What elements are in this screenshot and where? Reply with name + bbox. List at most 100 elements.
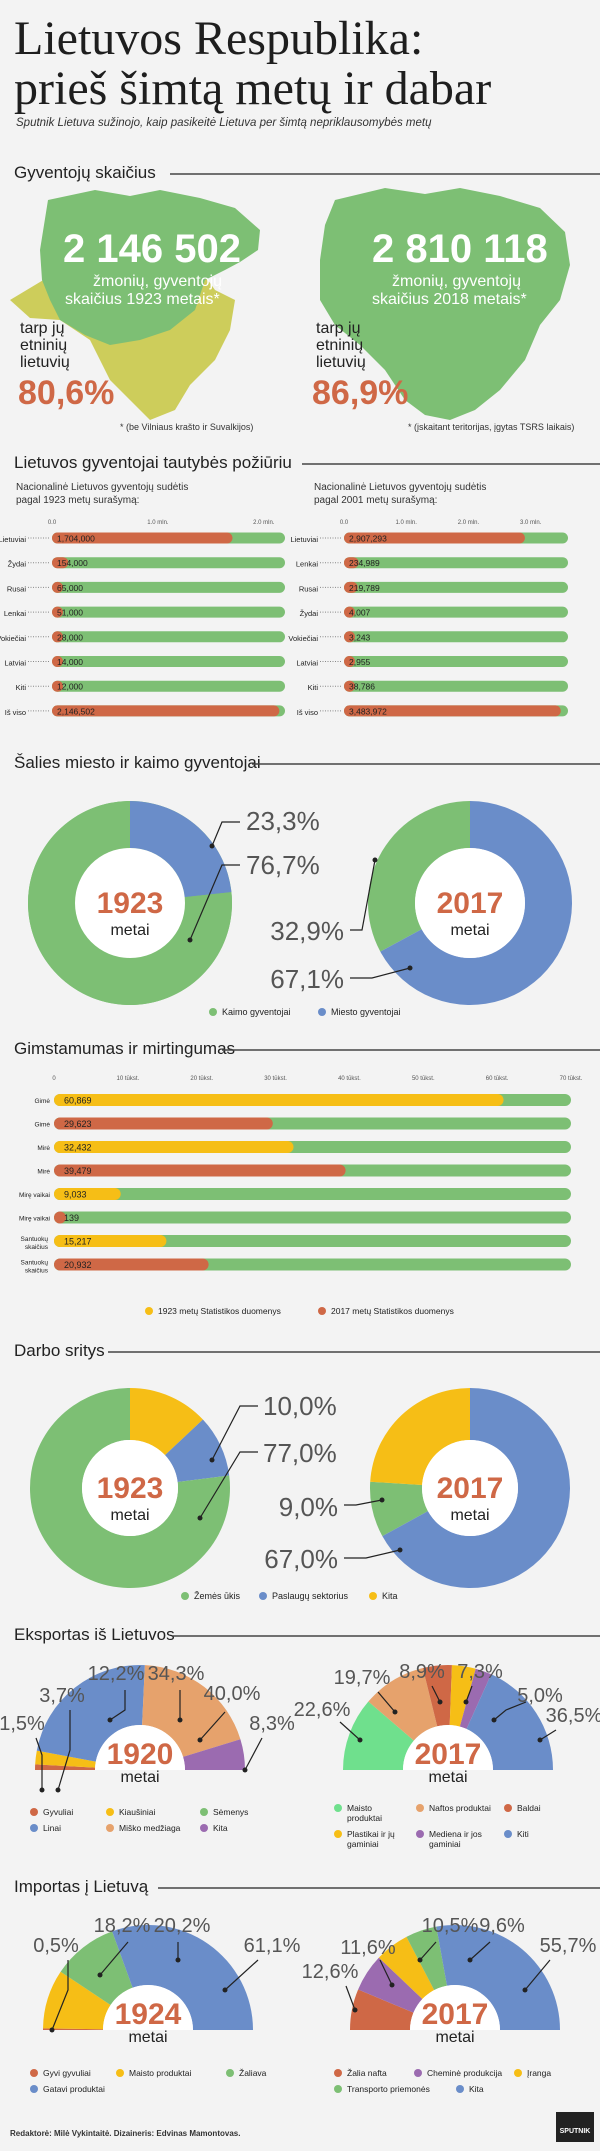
data-label: 3,7% bbox=[39, 1685, 85, 1707]
data-label: 61,1% bbox=[244, 1935, 301, 1957]
section-births-header: Gimstamumas ir mirtingumas bbox=[14, 1039, 600, 1058]
section-title: Importas į Lietuvą bbox=[14, 1877, 149, 1896]
population-number-1923: 2 146 502 bbox=[63, 227, 241, 271]
leader-line bbox=[377, 1691, 396, 1713]
bar-track bbox=[52, 631, 285, 643]
section-title: Lietuvos gyventojai tautybės požiūriu bbox=[14, 453, 292, 472]
leader-line bbox=[224, 1959, 259, 1991]
donut-slice bbox=[378, 1936, 435, 1999]
donut-slice bbox=[449, 1665, 476, 1727]
data-label: 40,0% bbox=[204, 1683, 261, 1705]
bar bbox=[344, 705, 561, 717]
bar bbox=[54, 1141, 294, 1153]
donut-hole bbox=[422, 1440, 518, 1536]
page-subtitle: Sputnik Lietuva sužinojo, kaip pasikeitė… bbox=[16, 117, 432, 129]
leader-dot bbox=[197, 1737, 203, 1743]
bar bbox=[54, 1235, 167, 1247]
bar bbox=[52, 532, 233, 544]
data-label: 219,789 bbox=[349, 583, 380, 593]
center-year: 1920 bbox=[107, 1738, 174, 1771]
leader-dot bbox=[397, 1547, 403, 1553]
footer-credit: Redaktorė: Milė Vykintaitė. Dizaineris: … bbox=[10, 2129, 240, 2138]
donut-slice bbox=[164, 1419, 230, 1482]
ethnic-label-2018-l1: tarp jų bbox=[316, 320, 361, 337]
category-label: Mirė bbox=[37, 1145, 50, 1152]
section-ethnic-header: Lietuvos gyventojai tautybės požiūriu bbox=[14, 453, 600, 472]
donut-slice bbox=[28, 801, 233, 1006]
legend-swatch bbox=[200, 1808, 208, 1816]
data-label: 60,869 bbox=[64, 1096, 92, 1106]
donut-slice bbox=[370, 1388, 470, 1485]
legend-swatch bbox=[416, 1830, 424, 1838]
tick-label: 60 tūkst. bbox=[486, 1076, 509, 1082]
donut-slice bbox=[36, 1665, 145, 1762]
population-caption-1923-l1: žmonių, gyventojų bbox=[93, 273, 222, 290]
donut-slice bbox=[343, 1701, 414, 1770]
leader-dot bbox=[389, 1982, 395, 1988]
center-label: metai bbox=[110, 1507, 149, 1524]
section-title: Eksportas iš Lietuvos bbox=[14, 1625, 175, 1644]
leader-dot bbox=[175, 1957, 181, 1963]
leader-line bbox=[431, 1685, 441, 1703]
legend-swatch bbox=[200, 1824, 208, 1832]
work-1923-chart: 1923 metai 10,0% 77,0% bbox=[30, 1388, 337, 1588]
ethnic-percent-1923: 80,6% bbox=[18, 374, 114, 412]
leader-line bbox=[244, 1737, 263, 1771]
donut-slice bbox=[60, 1931, 133, 2006]
bar bbox=[52, 581, 63, 593]
leader-dot bbox=[209, 1457, 215, 1463]
leader-line bbox=[57, 1710, 71, 1791]
leader-dot bbox=[39, 1787, 45, 1793]
legend-swatch bbox=[30, 1824, 38, 1832]
donut-slice bbox=[35, 1750, 96, 1768]
tick-label: 3.0 mln. bbox=[520, 520, 542, 526]
data-label: 5,0% bbox=[517, 1685, 563, 1707]
category-label: Gimė bbox=[34, 1122, 50, 1129]
tick-label: 10 tūkst. bbox=[117, 1076, 140, 1082]
legend-label: Gyvi gyvuliai bbox=[43, 2068, 91, 2078]
tick-label: 0 bbox=[52, 1076, 56, 1082]
legend-label: Miško medžiaga bbox=[119, 1823, 181, 1833]
center-label: metai bbox=[110, 922, 149, 939]
donut-hole bbox=[75, 848, 185, 958]
section-work-header: Darbo sritys bbox=[14, 1341, 600, 1360]
donut-slice bbox=[406, 1926, 447, 1991]
bar-track bbox=[344, 680, 568, 692]
data-label: 22,6% bbox=[294, 1699, 351, 1721]
legend-label: Gyvuliai bbox=[43, 1807, 73, 1817]
leader-dot bbox=[97, 1972, 103, 1978]
data-label: 2,955 bbox=[349, 657, 371, 667]
legend-label: Baldai bbox=[517, 1803, 541, 1813]
legend-label: Cheminė produkcija bbox=[427, 2068, 502, 2078]
legend-swatch bbox=[106, 1808, 114, 1816]
donut-hole bbox=[415, 848, 525, 958]
category-label: skaičius bbox=[25, 1244, 49, 1251]
bar bbox=[52, 557, 69, 569]
donut-slice bbox=[30, 1388, 231, 1588]
center-year: 1923 bbox=[97, 1472, 164, 1505]
bar bbox=[52, 631, 63, 643]
bar bbox=[54, 1164, 346, 1177]
legend-label: produktai bbox=[347, 1813, 382, 1823]
center-label: metai bbox=[435, 2029, 474, 2046]
category-label: Kiti bbox=[308, 683, 319, 692]
ethnic-2001-chart: 0.0 1.0 mln. 2.0 mln. 3.0 mln. Lietuviai 2,90… bbox=[288, 520, 568, 717]
donut-slice bbox=[436, 1925, 560, 2030]
leader-line bbox=[465, 1685, 473, 1703]
section-title: Gyventojų skaičius bbox=[14, 163, 156, 182]
tick-label: 2.0 mln. bbox=[253, 520, 275, 526]
donut-hole bbox=[403, 1725, 493, 1770]
data-label: 12,6% bbox=[302, 1961, 359, 1983]
category-label: Gimė bbox=[34, 1098, 50, 1105]
legend-label: Kiaušiniai bbox=[119, 1807, 155, 1817]
tick-label: 1.0 mln. bbox=[396, 520, 418, 526]
center-label: metai bbox=[128, 2029, 167, 2046]
category-label: Santuokų bbox=[21, 1260, 49, 1267]
bar bbox=[344, 581, 358, 593]
bar bbox=[52, 656, 63, 667]
donut-slice bbox=[368, 1668, 438, 1741]
data-label: 9,6% bbox=[479, 1915, 525, 1937]
legend-swatch bbox=[514, 2069, 522, 2077]
legend-swatch bbox=[504, 1804, 512, 1812]
